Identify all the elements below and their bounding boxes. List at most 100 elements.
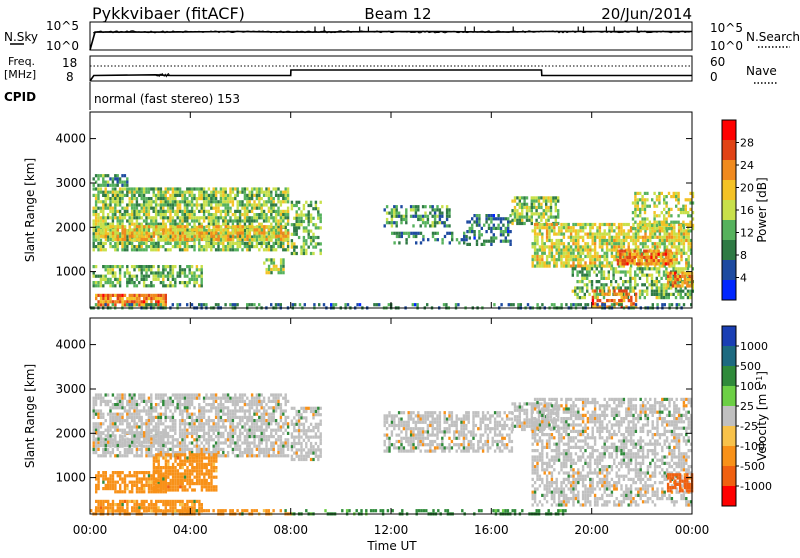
heatmap-cell [114,203,116,206]
heatmap-cell [193,284,195,287]
heatmap-cell [547,216,549,219]
heatmap-cell [107,184,109,187]
heatmap-cell [553,265,555,268]
heatmap-cell [420,241,422,244]
heatmap-cell [225,194,227,197]
heatmap-cell [181,441,183,444]
heatmap-cell [117,197,119,200]
heatmap-cell [189,200,191,203]
heatmap-cell [184,403,186,406]
heatmap-cell [124,451,126,454]
heatmap-cell [521,212,523,215]
heatmap-cell [179,242,181,245]
heatmap-cell [112,213,114,216]
heatmap-cell [143,200,145,203]
heatmap-cell [521,219,523,222]
heatmap-cell [641,283,643,286]
heatmap-cell [213,191,215,194]
heatmap-cell [114,278,116,281]
heatmap-cell [563,252,565,255]
heatmap-cell [217,438,219,441]
heatmap-cell [572,223,574,226]
heatmap-cell [124,187,126,190]
heatmap-cell [162,200,164,203]
heatmap-cell [689,275,691,278]
heatmap-cell [232,203,234,206]
heatmap-cell [514,216,516,219]
heatmap-cell [437,232,439,235]
heatmap-cell [225,225,227,228]
heatmap-cell [682,208,684,211]
heatmap-cell [145,300,147,303]
heatmap-cell [615,286,617,289]
heatmap-cell [621,296,623,299]
heatmap-cell [666,236,668,239]
heatmap-cell [208,425,210,428]
heatmap-cell [278,268,280,271]
heatmap-cell [256,225,258,228]
heatmap-cell [441,241,443,244]
heatmap-cell [191,197,193,200]
heatmap-cell [291,242,293,245]
heatmap-cell [523,222,525,225]
heatmap-cell [189,210,191,213]
heatmap-cell [391,218,393,221]
heatmap-cell [689,214,691,217]
heatmap-cell [172,393,174,396]
heatmap-cell [639,267,641,270]
heatmap-cell [232,419,234,422]
heatmap-cell [167,242,169,245]
heatmap-cell [222,403,224,406]
heatmap-cell [138,265,140,268]
heatmap-cell [543,216,545,219]
heatmap-cell [184,275,186,278]
heatmap-cell [143,225,145,228]
heatmap-cell [95,197,97,200]
heatmap-cell [141,191,143,194]
heatmap-cell [600,270,602,273]
heatmap-cell [160,271,162,274]
heatmap-cell [186,429,188,432]
heatmap-cell [97,194,99,197]
heatmap-cell [653,214,655,217]
heatmap-cell [234,432,236,435]
heatmap-cell [138,187,140,190]
heatmap-cell [473,233,475,236]
heatmap-cell [165,216,167,219]
heatmap-cell [138,245,140,248]
heatmap-cell [651,277,653,280]
sky-tick-top: 10^5 [46,19,79,33]
heatmap-cell [157,191,159,194]
heatmap-cell [110,232,112,235]
heatmap-cell [384,208,386,211]
heatmap-cell [639,293,641,296]
heatmap-cell [551,242,553,245]
heatmap-cell [432,224,434,227]
heatmap-cell [172,219,174,222]
heatmap-cell [174,429,176,432]
heatmap-cell [162,303,164,306]
heatmap-cell [500,230,502,233]
heatmap-cell [531,216,533,219]
heatmap-cell [258,216,260,219]
heatmap-cell [270,245,272,248]
heatmap-cell [658,286,660,289]
heatmap-cell [249,228,251,231]
heatmap-cell [285,238,287,241]
heatmap-cell [673,221,675,224]
heatmap-cell [556,252,558,255]
heatmap-cell [637,214,639,217]
heatmap-cell [117,210,119,213]
heatmap-cell [603,274,605,277]
heatmap-cell [165,303,167,306]
heatmap-cell [136,406,138,409]
heatmap-cell [184,210,186,213]
heatmap-cell [208,245,210,248]
heatmap-cell [446,224,448,227]
heatmap-cell [633,289,635,292]
heatmap-cell [177,242,179,245]
heatmap-cell [251,242,253,245]
heatmap-cell [121,397,123,400]
heatmap-cell [186,238,188,241]
heatmap-cell [97,177,99,180]
